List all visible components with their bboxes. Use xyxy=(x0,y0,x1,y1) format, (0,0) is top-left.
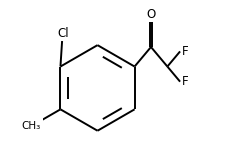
Text: F: F xyxy=(181,75,187,88)
Text: CH₃: CH₃ xyxy=(22,121,41,131)
Text: O: O xyxy=(146,8,155,21)
Text: F: F xyxy=(181,45,187,58)
Text: Cl: Cl xyxy=(57,27,68,40)
